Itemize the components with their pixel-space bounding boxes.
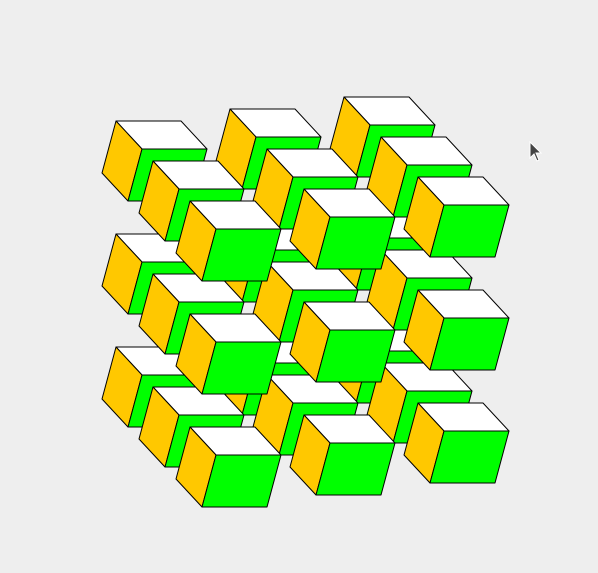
cube (403, 402, 510, 484)
cube (289, 301, 396, 383)
cube (175, 426, 282, 508)
cube (403, 176, 510, 258)
cube-front-face (315, 329, 396, 383)
cube-front-face (201, 228, 282, 282)
cube (403, 289, 510, 371)
cube (175, 313, 282, 395)
cube-front-face (201, 454, 282, 508)
cube-front-face (429, 317, 510, 371)
cube (289, 414, 396, 496)
mouse-pointer-icon (529, 141, 543, 162)
cube-front-face (315, 216, 396, 270)
cube-front-face (315, 442, 396, 496)
cube (175, 200, 282, 282)
cube (289, 188, 396, 270)
cube-front-face (429, 204, 510, 258)
cube-front-face (429, 430, 510, 484)
cube-front-face (201, 341, 282, 395)
